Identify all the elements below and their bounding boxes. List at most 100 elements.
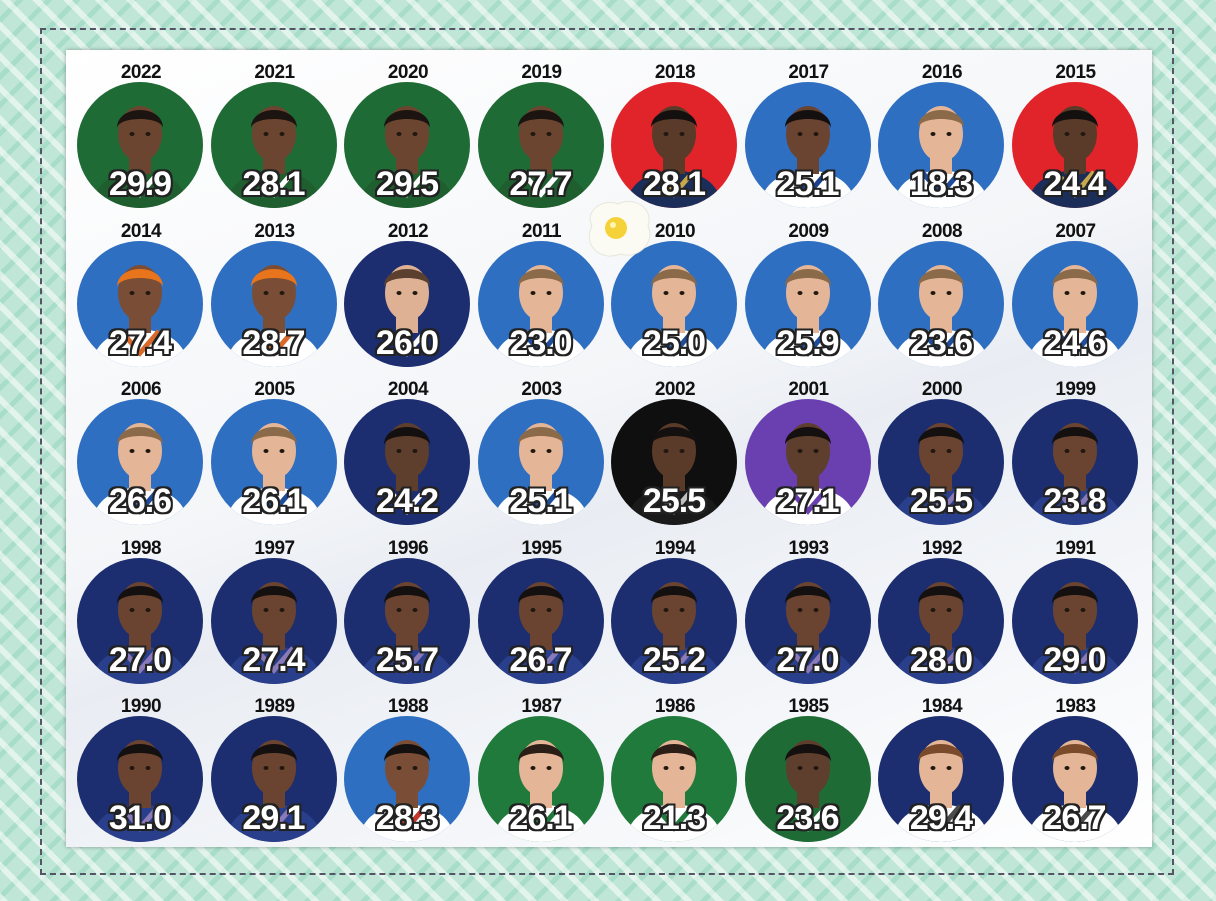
player-portrait: 18.3 bbox=[878, 82, 1004, 208]
player-card: 1993 27.0 bbox=[744, 538, 874, 688]
season-year: 1999 bbox=[1055, 379, 1096, 400]
season-year: 2017 bbox=[788, 62, 829, 83]
player-portrait: 27.7 bbox=[477, 82, 604, 208]
player-card: 2022 29.9 bbox=[76, 62, 206, 212]
points-per-game: 29.0 bbox=[1043, 640, 1106, 679]
season-year: 1984 bbox=[921, 696, 963, 717]
player-card: 1986 21.3 bbox=[610, 696, 740, 846]
player-card: 1997 27.4 bbox=[210, 538, 340, 688]
player-portrait: 26.0 bbox=[344, 240, 470, 367]
player-avatar-icon bbox=[477, 399, 604, 525]
points-per-game: 28.1 bbox=[642, 165, 706, 203]
season-year: 2002 bbox=[654, 379, 696, 400]
player-card: 2015 24.4 bbox=[1011, 62, 1141, 212]
player-avatar-icon bbox=[744, 399, 871, 525]
player-portrait: 24.6 bbox=[1011, 240, 1138, 367]
player-card: 1988 28.3 bbox=[343, 696, 473, 846]
season-year: 1993 bbox=[788, 537, 829, 559]
season-year: 2004 bbox=[387, 379, 429, 400]
player-card: 1989 29.1 bbox=[210, 696, 340, 846]
player-portrait: 28.1 bbox=[210, 82, 337, 208]
player-card: 2001 27.1 bbox=[744, 379, 874, 529]
player-portrait: 24.2 bbox=[344, 399, 470, 525]
player-card: 2021 28.1 bbox=[210, 62, 340, 212]
player-portrait: 26.1 bbox=[210, 399, 337, 525]
season-year: 2001 bbox=[788, 379, 829, 400]
player-portrait: 23.0 bbox=[477, 240, 604, 367]
player-card: 1998 27.0 bbox=[76, 538, 206, 688]
points-per-game: 24.2 bbox=[375, 482, 439, 520]
player-portrait: 29.1 bbox=[210, 716, 337, 842]
player-portrait: 31.0 bbox=[77, 716, 203, 842]
points-per-game: 28.3 bbox=[375, 799, 439, 837]
points-per-game: 18.3 bbox=[909, 165, 973, 203]
season-year: 2020 bbox=[387, 62, 429, 83]
player-card: 2018 28.1 bbox=[610, 62, 740, 212]
player-avatar-icon bbox=[611, 240, 737, 367]
points-per-game: 28.1 bbox=[242, 165, 305, 203]
season-year: 2006 bbox=[120, 379, 162, 400]
player-avatar-icon bbox=[477, 716, 604, 842]
player-avatar-icon bbox=[744, 240, 871, 367]
season-year: 1992 bbox=[921, 537, 963, 559]
player-portrait: 25.5 bbox=[878, 399, 1004, 525]
points-per-game: 25.2 bbox=[642, 640, 706, 679]
player-avatar-icon bbox=[210, 399, 337, 525]
season-year: 2009 bbox=[788, 220, 829, 242]
player-portrait: 28.3 bbox=[344, 716, 470, 842]
points-per-game: 29.5 bbox=[375, 165, 439, 203]
player-portrait: 25.5 bbox=[611, 399, 737, 525]
player-avatar-icon bbox=[878, 82, 1004, 208]
season-year: 2011 bbox=[521, 220, 562, 242]
points-per-game: 26.1 bbox=[509, 799, 572, 837]
player-avatar-icon bbox=[744, 82, 871, 208]
player-portrait: 29.9 bbox=[77, 82, 203, 208]
player-portrait: 26.1 bbox=[477, 716, 604, 842]
player-portrait: 25.9 bbox=[744, 240, 871, 367]
player-card: 2016 18.3 bbox=[877, 62, 1007, 212]
player-portrait: 25.0 bbox=[611, 240, 737, 367]
season-year: 2000 bbox=[921, 379, 963, 400]
player-avatar-icon bbox=[878, 240, 1004, 367]
player-avatar-icon bbox=[611, 399, 737, 525]
player-card: 2017 25.1 bbox=[744, 62, 874, 212]
player-avatar-icon bbox=[77, 399, 203, 525]
points-per-game: 23.6 bbox=[909, 323, 973, 362]
season-year: 1991 bbox=[1055, 537, 1096, 559]
player-portrait: 26.7 bbox=[1011, 716, 1138, 842]
points-per-game: 25.7 bbox=[375, 640, 439, 679]
points-per-game: 27.7 bbox=[509, 165, 572, 203]
player-card: 1995 26.7 bbox=[477, 538, 607, 688]
player-avatar-icon bbox=[210, 716, 337, 842]
player-avatar-icon bbox=[344, 716, 470, 842]
player-card: 1987 26.1 bbox=[477, 696, 607, 846]
player-avatar-icon bbox=[878, 399, 1004, 525]
player-portrait: 28.1 bbox=[611, 82, 737, 208]
player-avatar-icon bbox=[744, 716, 871, 842]
player-avatar-icon bbox=[477, 557, 604, 684]
season-year: 1996 bbox=[387, 537, 429, 559]
player-avatar-icon bbox=[210, 240, 337, 367]
player-portrait: 29.5 bbox=[344, 82, 470, 208]
player-portrait: 25.7 bbox=[344, 557, 470, 684]
points-per-game: 25.0 bbox=[642, 323, 706, 362]
player-portrait: 28.0 bbox=[878, 557, 1004, 684]
season-year: 2019 bbox=[521, 62, 562, 83]
points-per-game: 25.9 bbox=[776, 323, 839, 362]
points-per-game: 21.3 bbox=[642, 799, 706, 837]
player-portrait: 27.4 bbox=[77, 240, 203, 367]
points-per-game: 29.1 bbox=[242, 799, 305, 837]
points-per-game: 25.1 bbox=[509, 482, 572, 520]
player-card: 1999 23.8 bbox=[1011, 379, 1141, 529]
season-year: 1987 bbox=[521, 696, 562, 717]
season-year: 1983 bbox=[1055, 696, 1096, 717]
season-year: 1998 bbox=[120, 537, 162, 559]
player-card: 1990 31.0 bbox=[76, 696, 206, 846]
player-card: 2005 26.1 bbox=[210, 379, 340, 529]
player-portrait: 23.6 bbox=[744, 716, 871, 842]
points-per-game: 23.0 bbox=[509, 323, 572, 362]
points-per-game: 26.7 bbox=[509, 640, 572, 679]
points-per-game: 29.9 bbox=[108, 165, 172, 203]
player-avatar-icon bbox=[1011, 557, 1138, 684]
player-card: 1984 29.4 bbox=[877, 696, 1007, 846]
